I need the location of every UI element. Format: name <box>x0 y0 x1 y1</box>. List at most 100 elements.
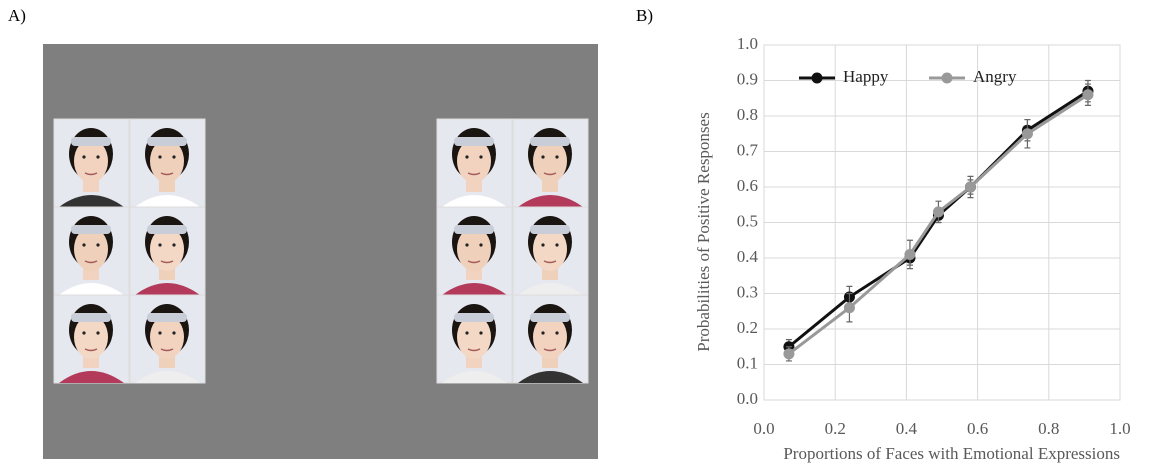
shirt <box>518 371 583 383</box>
eye <box>82 243 86 247</box>
face <box>150 315 184 359</box>
x-tick-label: 0.8 <box>1038 419 1059 438</box>
shirt <box>59 371 124 383</box>
eye <box>172 331 176 335</box>
eye <box>479 155 483 159</box>
point <box>783 348 795 360</box>
point <box>843 302 855 314</box>
headband <box>454 313 494 322</box>
point <box>1082 89 1094 101</box>
headband <box>530 313 570 322</box>
shirt <box>135 195 200 207</box>
shirt <box>442 283 507 295</box>
eye <box>82 331 86 335</box>
shirt <box>59 283 124 295</box>
y-axis-label: Probabilities of Positive Responses <box>694 112 713 351</box>
y-tick-label: 0.2 <box>737 318 758 337</box>
eye <box>158 155 162 159</box>
y-tick-label: 0.9 <box>737 69 758 88</box>
x-tick-label: 0.0 <box>753 419 774 438</box>
shirt <box>59 195 124 207</box>
point <box>1021 128 1033 140</box>
shirt <box>135 283 200 295</box>
face <box>457 227 491 271</box>
shirt <box>442 195 507 207</box>
mouth <box>160 348 174 352</box>
legend-label: Angry <box>973 67 1017 86</box>
headband <box>71 313 111 322</box>
eye <box>96 155 100 159</box>
eye <box>541 155 545 159</box>
face-grids <box>53 118 589 384</box>
point <box>964 181 976 193</box>
eye <box>541 243 545 247</box>
eye <box>555 243 559 247</box>
mouth <box>160 260 174 264</box>
series-line <box>788 93 1089 356</box>
face <box>533 315 567 359</box>
mouth <box>543 260 557 264</box>
y-tick-label: 0.5 <box>737 211 758 230</box>
y-tick-label: 0.6 <box>737 176 758 195</box>
shirt <box>135 371 200 383</box>
panel-label: A) <box>8 6 26 25</box>
face <box>457 315 491 359</box>
eye <box>96 243 100 247</box>
face <box>74 315 108 359</box>
eye <box>465 243 469 247</box>
y-tick-label: 1.0 <box>737 34 758 53</box>
headband <box>147 137 187 146</box>
headband <box>530 137 570 146</box>
y-tick-label: 0.7 <box>737 140 759 159</box>
mouth <box>160 172 174 176</box>
mouth <box>543 172 557 176</box>
legend-marker <box>811 72 823 84</box>
headband <box>71 225 111 234</box>
x-axis-label: Proportions of Faces with Emotional Expr… <box>783 444 1120 463</box>
x-tick-label: 0.4 <box>896 419 918 438</box>
headband <box>454 137 494 146</box>
eye <box>465 155 469 159</box>
face <box>150 139 184 183</box>
x-tick-label: 0.2 <box>825 419 846 438</box>
eye <box>158 243 162 247</box>
eye <box>555 155 559 159</box>
y-tick-label: 0.8 <box>737 105 758 124</box>
shirt <box>442 371 507 383</box>
panel-label: B) <box>636 6 653 25</box>
mouth <box>467 348 481 352</box>
y-tick-label: 0.4 <box>737 247 759 266</box>
face <box>533 227 567 271</box>
shirt <box>518 283 583 295</box>
face <box>150 227 184 271</box>
eye <box>479 331 483 335</box>
eye <box>158 331 162 335</box>
x-tick-label: 0.6 <box>967 419 988 438</box>
face <box>457 139 491 183</box>
mouth <box>84 348 98 352</box>
mouth <box>84 172 98 176</box>
mouth <box>84 260 98 264</box>
eye <box>555 331 559 335</box>
eye <box>172 155 176 159</box>
shirt <box>518 195 583 207</box>
y-tick-label: 0.1 <box>737 353 758 372</box>
legend-label: Happy <box>843 67 889 86</box>
legend-marker <box>941 72 953 84</box>
point <box>932 206 944 218</box>
x-tick-label: 1.0 <box>1109 419 1130 438</box>
headband <box>530 225 570 234</box>
headband <box>147 225 187 234</box>
y-tick-label: 0.3 <box>737 282 758 301</box>
headband <box>454 225 494 234</box>
eye <box>172 243 176 247</box>
eye <box>82 155 86 159</box>
headband <box>147 313 187 322</box>
face <box>74 227 108 271</box>
face <box>74 139 108 183</box>
mouth <box>467 172 481 176</box>
eye <box>541 331 545 335</box>
eye <box>465 331 469 335</box>
